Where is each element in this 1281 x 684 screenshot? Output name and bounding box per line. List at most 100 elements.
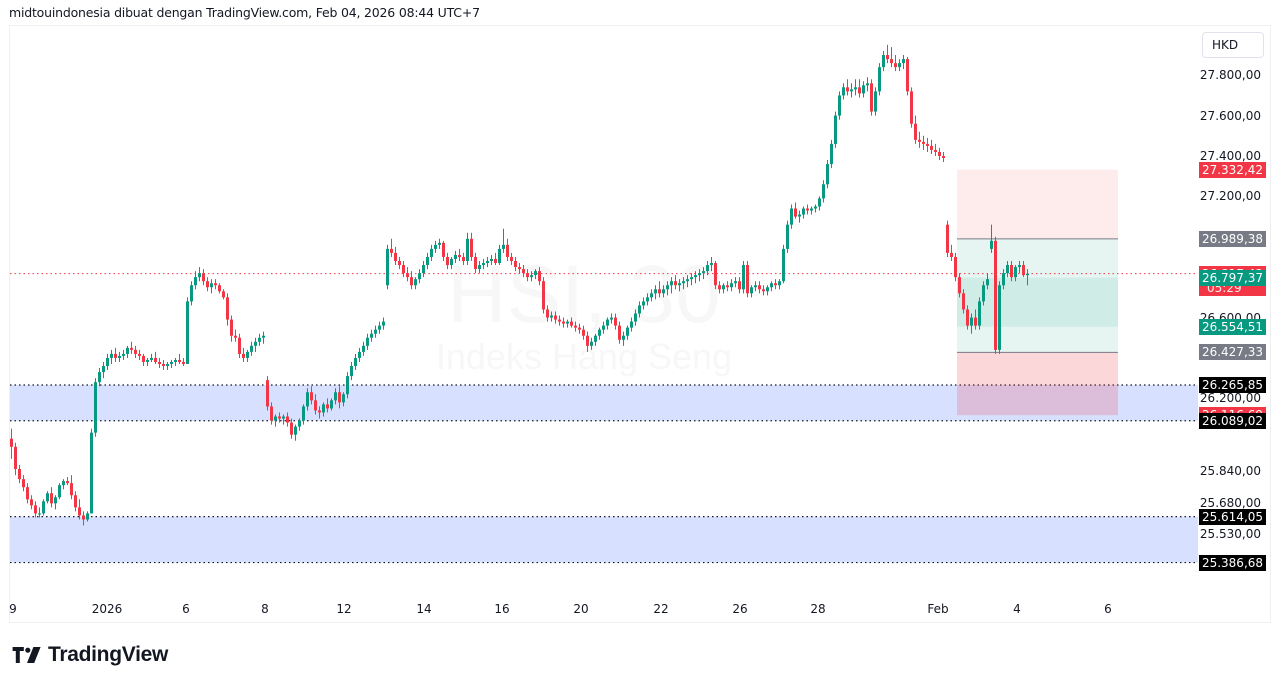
candle-up <box>770 283 773 288</box>
time-tick-label: 6 <box>182 602 190 616</box>
candle-up <box>986 279 989 286</box>
currency-button[interactable]: HKD <box>1202 32 1264 58</box>
candle-up <box>370 333 373 338</box>
candle-up <box>878 67 881 92</box>
candle-down <box>14 446 17 470</box>
candle-up <box>742 265 745 290</box>
candle-up <box>258 337 261 342</box>
candle-up <box>282 416 285 419</box>
candle-up <box>378 325 381 330</box>
candle-up <box>830 143 833 165</box>
candle-down <box>22 479 25 488</box>
candle-up <box>166 363 169 367</box>
candle-down <box>614 317 617 326</box>
candle-down <box>270 406 273 421</box>
candle-up <box>790 208 793 225</box>
candle-up <box>354 357 357 367</box>
candle-up <box>530 275 533 278</box>
candle-up <box>766 287 769 292</box>
candle-up <box>358 351 361 358</box>
price-tag-zone-bottom: 26.089,02 <box>1199 412 1266 429</box>
candle-down <box>554 315 557 320</box>
candle-up <box>250 345 253 352</box>
time-tick-label: 8 <box>261 602 269 616</box>
candle-down <box>894 63 897 68</box>
time-tick-label: 2026 <box>91 602 123 616</box>
time-tick-label: 20 <box>573 602 589 616</box>
candle-up <box>190 285 193 302</box>
time-tick-label: 12 <box>336 602 352 616</box>
candle-up <box>98 372 101 383</box>
tradingview-logo[interactable]: TradingView <box>12 643 168 667</box>
candle-up <box>970 317 973 326</box>
candle-down <box>230 319 233 336</box>
candle-up <box>46 493 49 502</box>
price-tag-value: 25.386,68 <box>1201 555 1264 570</box>
price-tag-value: 25.614,05 <box>1201 509 1264 524</box>
time-tick-label: 9 <box>9 602 17 616</box>
candle-down <box>738 281 741 290</box>
candle-up <box>362 345 365 352</box>
candle-down <box>442 242 445 257</box>
time-tick-label: 16 <box>494 602 510 616</box>
price-tick-label: 27.600,00 <box>1199 108 1261 123</box>
candle-up <box>454 254 457 259</box>
time-tick-label: 26 <box>732 602 748 616</box>
candle-up <box>686 279 689 282</box>
candle-up <box>1002 273 1005 286</box>
price-tag-value: 26.989,38 <box>1201 231 1264 246</box>
candle-down <box>906 59 909 92</box>
candle-down <box>958 277 961 294</box>
price-tag-value: 26.089,02 <box>1201 413 1264 428</box>
candle-down <box>1022 265 1025 276</box>
candle-down <box>1010 265 1013 278</box>
candle-down <box>582 329 585 336</box>
candle-down <box>718 285 721 290</box>
time-axis[interactable]: 9 2026 6 8 12 14 16 20 22 26 28 Feb 4 6 <box>9 596 1198 622</box>
candle-up <box>1018 265 1021 268</box>
candle-down <box>138 353 141 356</box>
candle-down <box>202 273 205 282</box>
candle-down <box>178 359 181 362</box>
candle-up <box>194 277 197 286</box>
candle-down <box>290 422 293 435</box>
position-stop-zone <box>957 352 1118 416</box>
candle-down <box>226 297 229 320</box>
candle-up <box>646 297 649 302</box>
candle-down <box>962 293 965 310</box>
price-tag-value: 26.554,51 <box>1201 319 1264 334</box>
candle-down <box>338 392 341 403</box>
candle-down <box>846 87 849 92</box>
candle-down <box>242 353 245 358</box>
candle-up <box>786 224 789 249</box>
candle-up <box>838 95 841 116</box>
candle-down <box>938 151 941 156</box>
candlestick-chart[interactable] <box>10 26 1198 596</box>
chart-plot-area[interactable]: HSI, 30 Indeks Hang Seng <box>10 26 1198 596</box>
candle-up <box>598 329 601 336</box>
candle-up <box>694 275 697 278</box>
candle-up <box>90 432 93 514</box>
candle-down <box>774 283 777 286</box>
candle-up <box>898 63 901 68</box>
candle-down <box>402 265 405 274</box>
candle-down <box>578 327 581 330</box>
candle-up <box>426 256 429 266</box>
price-tag-stop-loss: 27.332,42 <box>1199 161 1266 178</box>
candle-down <box>514 261 517 268</box>
candle-up <box>110 353 113 358</box>
candle-down <box>82 515 85 520</box>
price-axis[interactable]: HKD 27.800,00 27.600,00 27.400,00 27.200,00… <box>1198 26 1270 622</box>
candle-down <box>134 349 137 354</box>
candle-up <box>730 283 733 288</box>
candle-up <box>306 392 309 407</box>
candle-up <box>94 382 97 433</box>
candle-up <box>366 337 369 346</box>
price-tick-label: 26.200,00 <box>1199 391 1261 406</box>
candle-up <box>38 513 41 515</box>
candle-down <box>18 469 21 480</box>
candle-up <box>630 321 633 328</box>
candle-down <box>66 481 69 484</box>
candle-up <box>106 357 109 367</box>
candle-down <box>406 273 409 278</box>
